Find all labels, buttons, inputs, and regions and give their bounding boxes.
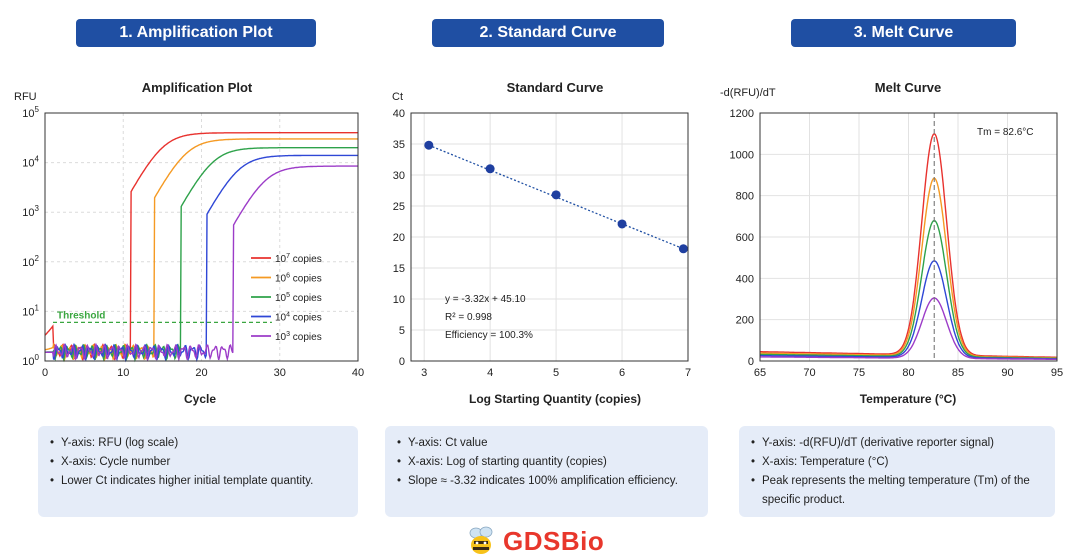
melt-series-line (760, 132, 1057, 358)
x-tick-label: 80 (902, 367, 914, 379)
logo-text: GDSBio (503, 525, 605, 556)
y-axis-label: RFU (14, 91, 37, 103)
data-point (551, 190, 561, 200)
annotation-text: Efficiency = 100.3% (445, 330, 533, 341)
data-point (485, 164, 495, 174)
data-point (617, 219, 627, 229)
y-tick-label: 400 (736, 273, 754, 285)
x-tick-label: 6 (619, 367, 625, 379)
chart-title: Amplification Plot (142, 80, 253, 95)
chart-title: Standard Curve (507, 80, 604, 95)
y-tick-label: 102 (22, 254, 39, 269)
y-tick-label: 100 (22, 353, 39, 368)
tm-label: Tm = 82.6°C (977, 127, 1034, 138)
y-axis-label: Ct (392, 91, 403, 103)
note-item: Y-axis: -d(RFU)/dT (derivative reporter … (751, 434, 1043, 453)
note-item: X-axis: Cycle number (50, 453, 346, 472)
x-axis-label: Temperature (°C) (860, 392, 957, 406)
note-item: Y-axis: RFU (log scale) (50, 434, 346, 453)
brand-logo: GDSBio (465, 524, 625, 558)
amplification-plot-chart: Amplification Plot RFU Cycle Threshold 0… (14, 80, 364, 406)
note-item: X-axis: Temperature (°C) (751, 453, 1043, 472)
y-tick-label: 103 (22, 204, 39, 219)
x-tick-label: 10 (117, 367, 129, 379)
y-tick-label: 15 (393, 263, 405, 275)
melt-series-line (760, 297, 1057, 360)
y-tick-label: 101 (22, 303, 39, 318)
section-header-amplification: 1. Amplification Plot (76, 19, 316, 47)
y-tick-label: 30 (393, 170, 405, 182)
x-tick-label: 40 (352, 367, 364, 379)
y-tick-label: 40 (393, 108, 405, 120)
x-tick-label: 20 (195, 367, 207, 379)
legend-label: 103 copies (275, 331, 322, 343)
melt-curve-notes: Y-axis: -d(RFU)/dT (derivative reporter … (739, 426, 1055, 517)
x-tick-label: 85 (952, 367, 964, 379)
y-tick-label: 0 (399, 356, 405, 368)
y-tick-label: 1200 (730, 108, 754, 120)
section-header-label: 1. Amplification Plot (119, 24, 273, 41)
threshold-label: Threshold (57, 310, 105, 321)
x-tick-label: 70 (803, 367, 815, 379)
amplification-series-line (45, 165, 358, 362)
y-tick-label: 0 (748, 356, 754, 368)
data-point (424, 140, 434, 150)
x-tick-label: 7 (685, 367, 691, 379)
x-tick-label: 5 (553, 367, 559, 379)
data-point (678, 244, 688, 254)
x-tick-label: 95 (1051, 367, 1063, 379)
x-axis-label: Log Starting Quantity (copies) (469, 392, 641, 406)
standard-curve-notes: Y-axis: Ct value X-axis: Log of starting… (385, 426, 708, 517)
standard-curve-chart: Standard Curve Ct Log Starting Quantity … (392, 80, 691, 406)
section-header-standard-curve: 2. Standard Curve (432, 19, 664, 47)
x-tick-label: 0 (42, 367, 48, 379)
legend-label: 104 copies (275, 312, 322, 324)
melt-curve-chart: Melt Curve -d(RFU)/dT Temperature (°C) T… (720, 80, 1063, 406)
x-tick-label: 3 (421, 367, 427, 379)
bee-icon (469, 526, 493, 554)
section-header-melt-curve: 3. Melt Curve (791, 19, 1016, 47)
y-tick-label: 1000 (730, 149, 754, 161)
note-item: Lower Ct indicates higher initial templa… (50, 472, 346, 491)
y-tick-label: 105 (22, 105, 39, 120)
annotation-text: R² = 0.998 (445, 312, 492, 323)
amplification-series-line (44, 138, 358, 362)
x-axis-label: Cycle (184, 392, 216, 406)
x-tick-label: 90 (1001, 367, 1013, 379)
y-tick-label: 25 (393, 201, 405, 213)
note-item: Y-axis: Ct value (397, 434, 696, 453)
note-item: Peak represents the melting temperature … (751, 472, 1043, 510)
legend-label: 107 copies (275, 253, 322, 265)
x-tick-label: 30 (274, 367, 286, 379)
plot-frame (759, 112, 1058, 362)
legend-label: 106 copies (275, 273, 322, 285)
x-tick-label: 75 (853, 367, 865, 379)
plot-frame (410, 112, 689, 362)
y-tick-label: 35 (393, 139, 405, 151)
note-item: X-axis: Log of starting quantity (copies… (397, 453, 696, 472)
plot-frame (44, 112, 359, 362)
legend-label: 105 copies (275, 292, 322, 304)
y-tick-label: 10 (393, 294, 405, 306)
y-tick-label: 20 (393, 232, 405, 244)
chart-title: Melt Curve (875, 80, 941, 95)
section-header-label: 2. Standard Curve (479, 24, 617, 41)
y-tick-label: 5 (399, 325, 405, 337)
amplification-notes: Y-axis: RFU (log scale) X-axis: Cycle nu… (38, 426, 358, 517)
note-item: Slope ≈ -3.32 indicates 100% amplificati… (397, 472, 696, 491)
x-tick-label: 4 (487, 367, 493, 379)
annotation-text: y = -3.32x + 45.10 (445, 294, 526, 305)
y-tick-label: 200 (736, 315, 754, 327)
section-header-label: 3. Melt Curve (853, 24, 954, 41)
x-tick-label: 65 (754, 367, 766, 379)
y-tick-label: 600 (736, 232, 754, 244)
y-tick-label: 800 (736, 191, 754, 203)
y-axis-label: -d(RFU)/dT (720, 87, 776, 99)
y-tick-label: 104 (22, 155, 39, 170)
